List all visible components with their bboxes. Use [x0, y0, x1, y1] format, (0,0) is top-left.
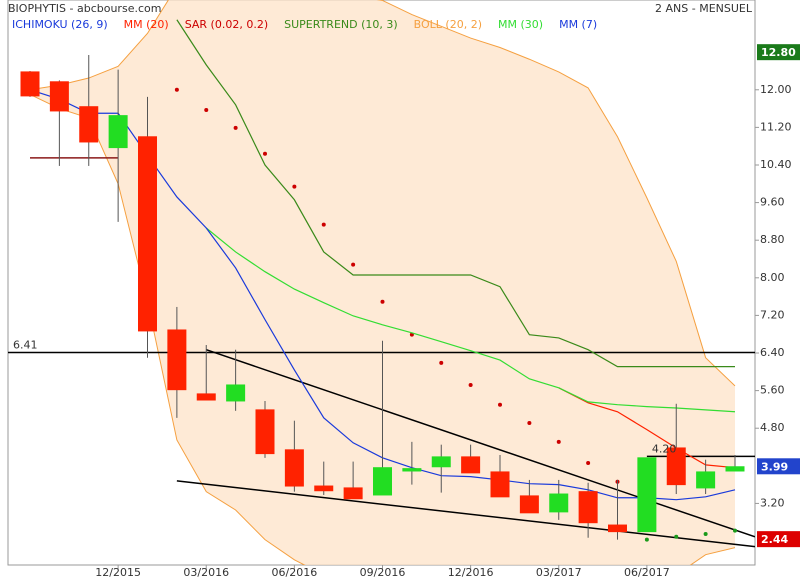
- candle-body: [549, 493, 569, 513]
- candle-body: [167, 329, 187, 391]
- x-tick-label: 12/2015: [95, 566, 141, 579]
- candle-body: [108, 115, 128, 149]
- y-tick-label: 10.40: [760, 158, 792, 171]
- candle-body: [637, 457, 657, 533]
- legend-entry: MM (7): [559, 18, 597, 31]
- plot-layer: [8, 0, 755, 565]
- price-marker-label: 12.80: [761, 46, 796, 59]
- candle-body: [666, 447, 686, 486]
- legend-entry: SAR (0.02, 0.2): [185, 18, 268, 31]
- trend-line: [176, 480, 755, 548]
- trend-line: [206, 349, 755, 538]
- legend-entry: SUPERTREND (10, 3): [284, 18, 398, 31]
- legend-entry: MM (30): [498, 18, 543, 31]
- price-marker-label: 3.99: [761, 460, 788, 473]
- candle-body: [461, 456, 481, 474]
- sar-dot: [586, 460, 591, 465]
- x-tick-label: 12/2016: [448, 566, 494, 579]
- chart-subtitle: 2 ANS - MENSUEL: [655, 2, 753, 15]
- x-tick-label: 03/2016: [183, 566, 229, 579]
- sar-dot: [703, 531, 708, 536]
- sar-dot: [644, 537, 649, 542]
- y-tick-label: 8.00: [760, 271, 785, 284]
- candle-body: [255, 409, 275, 455]
- candle-body: [373, 467, 392, 496]
- legend-entry: MM (20): [124, 18, 169, 31]
- sar-dot: [351, 262, 356, 267]
- legend-entry: BOLL (20, 2): [414, 18, 482, 31]
- legend-entry: ICHIMOKU (26, 9): [12, 18, 108, 31]
- sar-dot: [733, 528, 737, 533]
- candle-body: [79, 106, 99, 143]
- sar-dot: [263, 151, 267, 156]
- chart-title: BIOPHYTIS - abcbourse.com: [8, 2, 161, 15]
- indicator-line: [176, 19, 735, 368]
- candle-body: [519, 495, 539, 514]
- band-upper: [29, 0, 736, 387]
- y-tick-label: 4.80: [760, 421, 785, 434]
- y-tick-label: 12.00: [760, 83, 792, 96]
- y-tick-label: 5.60: [760, 384, 785, 397]
- x-tick-label: 03/2017: [536, 566, 582, 579]
- x-tick-label: 06/2016: [272, 566, 318, 579]
- candle-body: [578, 491, 598, 524]
- y-tick-label: 3.20: [760, 496, 785, 509]
- price-marker: [757, 458, 800, 475]
- candle-body: [138, 136, 157, 332]
- candle-body: [402, 468, 422, 472]
- band-fill: [30, 0, 735, 565]
- sar-dot: [468, 382, 473, 387]
- sar-dot: [174, 87, 179, 92]
- overlay: 6.41 4.20 ICHIMOKU (26, 9) MM (20) SAR (0.02…: [12, 18, 676, 455]
- y-tick-label: 9.60: [760, 196, 785, 209]
- candle-body: [608, 524, 627, 533]
- candle-body: [431, 456, 451, 468]
- candle-body: [226, 384, 246, 402]
- sar-dot: [292, 184, 297, 189]
- candle-body: [49, 81, 69, 112]
- candle-body: [20, 71, 40, 97]
- x-tick-label: 09/2016: [360, 566, 406, 579]
- sar-dot: [439, 360, 444, 365]
- candle-body: [490, 471, 510, 498]
- sar-dot: [380, 299, 385, 304]
- x-tick-label: 06/2017: [624, 566, 670, 579]
- price-marker: [757, 531, 800, 548]
- price-marker-label: 2.44: [761, 533, 788, 546]
- level-label: 6.41: [13, 339, 38, 352]
- candle-body: [696, 471, 716, 489]
- level-label: 4.20: [652, 442, 677, 455]
- sar-dot: [321, 222, 326, 227]
- y-tick-label: 8.80: [760, 233, 785, 246]
- y-tick-label: 11.20: [760, 120, 792, 133]
- sar-dot: [556, 439, 561, 444]
- price-marker: [757, 44, 800, 61]
- y-tick-label: 6.40: [760, 346, 785, 359]
- candle-body: [196, 393, 216, 401]
- candle-body: [284, 449, 304, 487]
- candle-body: [314, 485, 334, 492]
- sar-dot: [674, 534, 679, 539]
- indicator-line: [205, 227, 736, 413]
- sar-dot: [204, 107, 209, 112]
- sar-dot: [233, 125, 238, 130]
- candle-body: [343, 487, 363, 500]
- sar-dot: [527, 421, 532, 426]
- sar-dot: [498, 402, 502, 407]
- candle-body: [725, 466, 745, 472]
- y-tick-label: 7.20: [760, 308, 785, 321]
